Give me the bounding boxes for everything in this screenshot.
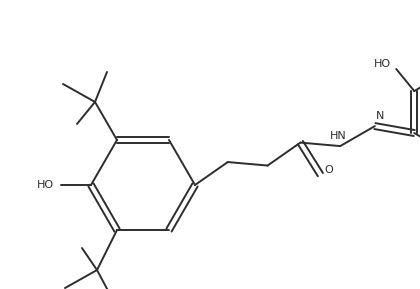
Text: O: O (324, 165, 333, 175)
Text: HO: HO (37, 180, 54, 190)
Text: HO: HO (374, 59, 391, 69)
Text: N: N (375, 111, 384, 121)
Text: HN: HN (330, 131, 346, 141)
